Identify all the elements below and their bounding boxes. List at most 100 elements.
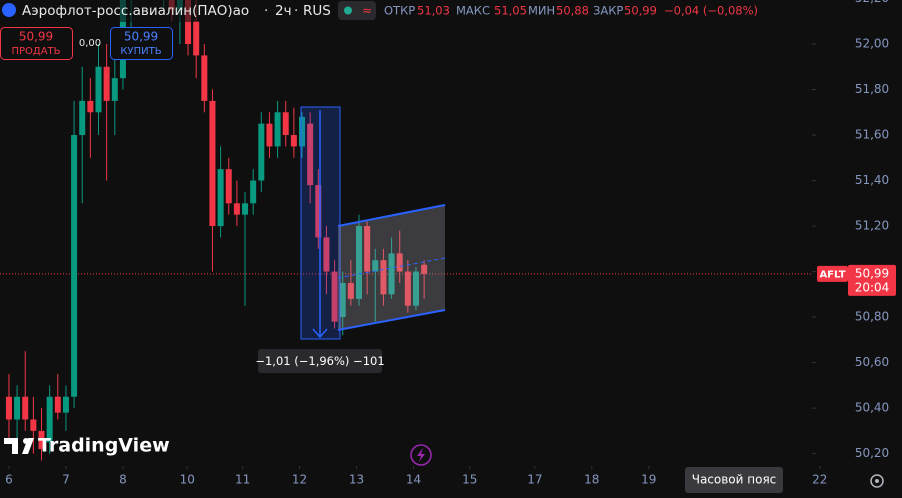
candle-body [54, 396, 61, 413]
logo-icon [4, 438, 34, 454]
y-tick-label: 50,20 [855, 446, 889, 460]
candle-body [290, 135, 297, 147]
events-icon[interactable] [410, 444, 432, 466]
candle-body [111, 78, 118, 101]
candle-body [95, 66, 102, 113]
candle-body [209, 100, 216, 227]
dot: · [294, 3, 298, 19]
x-tick-label: 19 [641, 473, 656, 487]
status-dot [344, 6, 352, 15]
candle-body [372, 260, 379, 272]
price-box [848, 264, 896, 296]
ohlc-value: 51,03 [417, 4, 450, 18]
candle-body [217, 169, 224, 227]
candle-body [5, 396, 12, 420]
candle-body [266, 123, 273, 147]
x-tick-label: 22 [812, 473, 827, 487]
dot: · [264, 3, 268, 19]
tooltip [685, 467, 783, 493]
x-tick-label: 14 [406, 473, 421, 487]
y-tick-label: 51,80 [855, 82, 889, 96]
x-tick-label: 7 [62, 473, 70, 487]
candle-body [250, 180, 257, 204]
exchange: RUS [303, 3, 331, 19]
y-tick-label: 50,80 [855, 310, 889, 324]
timezone-label[interactable]: Часовой пояс [692, 473, 777, 487]
candle-body [242, 203, 249, 215]
candle-body [103, 66, 110, 101]
candle-body [62, 396, 69, 413]
ohlc-label: МАКС [456, 4, 490, 18]
logo[interactable]: TradingView [4, 435, 170, 457]
interval[interactable]: 2ч [275, 3, 292, 19]
x-tick-label: 18 [584, 473, 599, 487]
candle-body [412, 271, 419, 306]
candle-body [30, 419, 37, 431]
candle-body [323, 237, 330, 272]
measure-label: −1,01 (−1,96%) −101 [255, 354, 384, 368]
candle-body [388, 253, 395, 295]
candle-body [315, 185, 322, 238]
candle-body [193, 21, 200, 56]
candle-body [258, 123, 265, 181]
settings-dot [875, 479, 879, 483]
sell-button[interactable] [0, 27, 73, 60]
x-tick-label: 15 [462, 473, 477, 487]
candle-body [356, 226, 363, 299]
ohlc-label: ОТКР [384, 4, 415, 18]
y-tick-label: 50,40 [855, 401, 889, 415]
y-tick-label: 52,20 [855, 0, 889, 5]
x-tick-label: 11 [235, 473, 250, 487]
sell-price: 50,99 [19, 30, 53, 44]
y-tick-label: 50,60 [855, 355, 889, 369]
measure-arrow-head [312, 328, 328, 339]
symbol[interactable]: Аэрофлот-росс.авиалин(ПАО)ао [22, 3, 249, 19]
status-icon: ≈ [362, 4, 372, 18]
buy-button[interactable] [110, 27, 173, 60]
candle-body [14, 396, 21, 420]
channel-bottom [337, 309, 446, 331]
candle-body [274, 112, 281, 147]
buy-label: КУПИТЬ [120, 46, 161, 57]
candle-body [87, 100, 94, 113]
candle-body [38, 430, 45, 450]
spread: 0,00 [79, 38, 101, 49]
y-tick-label: 52,00 [855, 37, 889, 51]
x-tick-label: 13 [349, 473, 364, 487]
candle-body [331, 271, 338, 322]
candle-body [404, 271, 411, 306]
channel [338, 205, 445, 330]
status-box[interactable] [338, 1, 376, 20]
ohlc-label: ЗАКР [593, 4, 623, 18]
logo-dot [23, 438, 29, 444]
y-tick-label: 51,40 [855, 173, 889, 187]
channel-top [337, 204, 446, 227]
x-tick-label: 17 [527, 473, 542, 487]
ticker: AFLT [819, 269, 845, 280]
candle-body [396, 253, 403, 272]
header-bg [0, 0, 800, 22]
candle-body [282, 112, 289, 136]
events-bolt [417, 448, 425, 462]
measure-label-box [258, 349, 382, 373]
candle-body [201, 55, 208, 101]
ohlc-value: 50,99 [624, 4, 657, 18]
candle-body [22, 396, 29, 420]
settings-icon[interactable] [870, 474, 884, 488]
candle-body [233, 203, 240, 215]
symbol-icon [2, 3, 16, 17]
candle-body [307, 123, 314, 186]
x-tick-label: 12 [292, 473, 307, 487]
price-label: 50,99 [855, 266, 889, 280]
ohlc-label: МИН [528, 4, 555, 18]
y-tick-label: 51,20 [855, 219, 889, 233]
candle-body [347, 282, 354, 299]
x-tick-label: 6 [5, 473, 13, 487]
change: −0,04 (−0,08%) [664, 4, 758, 18]
candle-body [364, 226, 371, 272]
candle-body [225, 169, 232, 204]
logo-text: TradingView [38, 435, 170, 457]
ticker-box [817, 265, 848, 282]
x-tick-label: 8 [119, 473, 127, 487]
candle-body [299, 116, 306, 147]
